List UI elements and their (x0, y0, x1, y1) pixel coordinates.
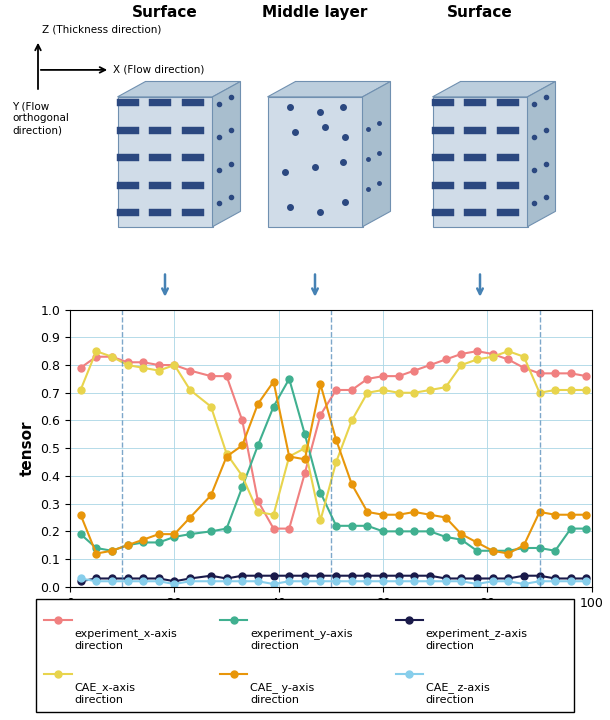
Polygon shape (497, 99, 518, 107)
X-axis label: Positions(%): Positions(%) (277, 615, 385, 630)
Text: Z (Thickness direction): Z (Thickness direction) (42, 25, 162, 35)
Polygon shape (118, 97, 212, 227)
Polygon shape (117, 99, 138, 107)
Polygon shape (432, 97, 528, 227)
Polygon shape (497, 210, 518, 216)
Polygon shape (182, 181, 204, 189)
Polygon shape (117, 181, 138, 189)
Polygon shape (268, 97, 362, 227)
Y-axis label: tensor: tensor (20, 420, 35, 476)
Polygon shape (497, 127, 518, 134)
Polygon shape (149, 181, 171, 189)
Polygon shape (528, 81, 556, 227)
Polygon shape (431, 127, 453, 134)
Text: Surface: Surface (447, 5, 513, 20)
Polygon shape (212, 81, 240, 227)
Polygon shape (497, 181, 518, 189)
Text: Y (Flow
orthogonal
direction): Y (Flow orthogonal direction) (12, 102, 69, 135)
Polygon shape (431, 154, 453, 161)
Polygon shape (118, 81, 240, 97)
Text: experiment_y-axis
direction: experiment_y-axis direction (250, 629, 353, 651)
Polygon shape (464, 99, 486, 107)
Polygon shape (431, 210, 453, 216)
Polygon shape (182, 127, 204, 134)
Polygon shape (268, 81, 390, 97)
Text: X (Flow direction): X (Flow direction) (113, 65, 204, 75)
FancyBboxPatch shape (36, 599, 574, 711)
Polygon shape (149, 99, 171, 107)
Polygon shape (149, 210, 171, 216)
Polygon shape (432, 81, 556, 97)
Text: CAE_x-axis
direction: CAE_x-axis direction (74, 682, 135, 705)
Text: CAE_ z-axis
direction: CAE_ z-axis direction (426, 682, 490, 705)
Text: CAE_ y-axis
direction: CAE_ y-axis direction (250, 682, 314, 705)
Polygon shape (117, 154, 138, 161)
Polygon shape (497, 154, 518, 161)
Polygon shape (149, 154, 171, 161)
Polygon shape (464, 181, 486, 189)
Polygon shape (182, 210, 204, 216)
Polygon shape (362, 81, 390, 227)
Text: Middle layer: Middle layer (262, 5, 368, 20)
Polygon shape (464, 154, 486, 161)
Polygon shape (182, 99, 204, 107)
Text: experiment_x-axis
direction: experiment_x-axis direction (74, 629, 177, 651)
Polygon shape (431, 181, 453, 189)
Polygon shape (464, 210, 486, 216)
Polygon shape (149, 127, 171, 134)
Polygon shape (182, 154, 204, 161)
Polygon shape (117, 127, 138, 134)
Text: Surface: Surface (132, 5, 198, 20)
Polygon shape (431, 99, 453, 107)
Polygon shape (117, 210, 138, 216)
Polygon shape (464, 127, 486, 134)
Text: experiment_z-axis
direction: experiment_z-axis direction (426, 629, 528, 651)
